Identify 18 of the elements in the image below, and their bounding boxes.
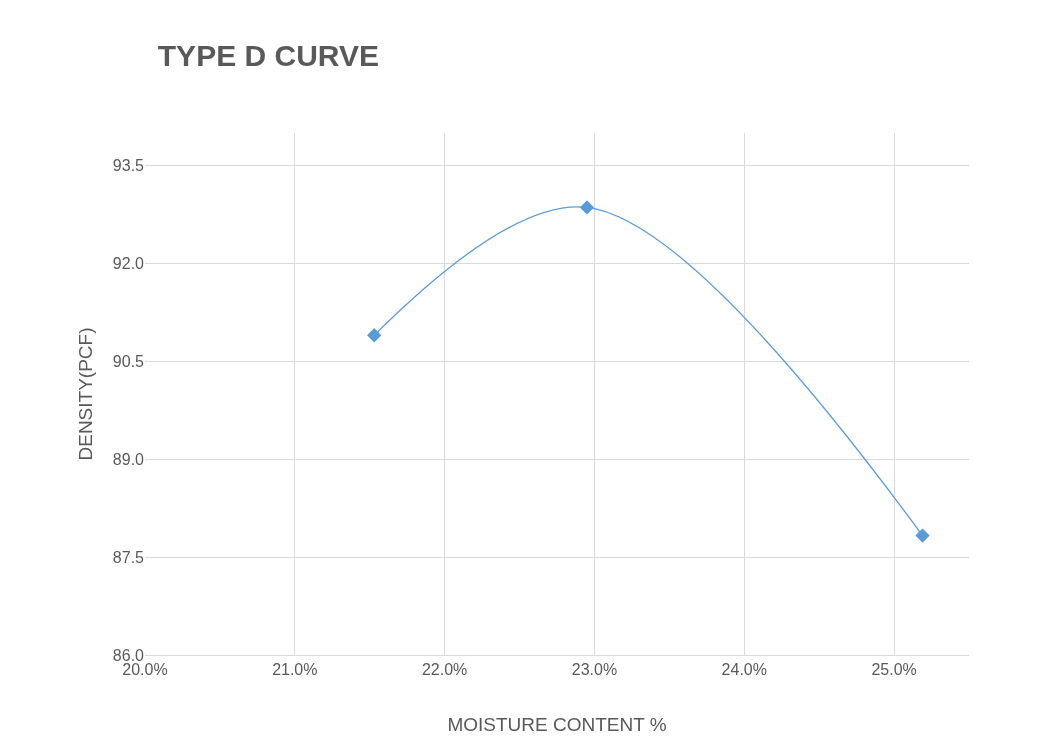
x-tick-label: 22.0% (421, 661, 468, 679)
y-tick-label: 87.5 (112, 548, 145, 566)
chart-title: TYPE D CURVE (157, 39, 379, 73)
y-tick-label: 90.5 (112, 352, 145, 370)
x-tick-label: 25.0% (871, 661, 917, 679)
y-tick-label: 89.0 (112, 450, 145, 468)
x-tick-label: 21.0% (272, 661, 318, 679)
x-tick-label: 23.0% (571, 661, 618, 679)
y-tick-label: 93.5 (112, 157, 145, 175)
point (915, 528, 930, 543)
y-tick-label: 92.0 (112, 255, 145, 273)
y-axis-title: DENSITY(PCF) (74, 327, 96, 461)
point (579, 200, 595, 215)
y-tick-label: 86.0 (112, 646, 145, 664)
point (367, 328, 382, 343)
x-tick-label: 20.0% (122, 661, 168, 679)
x-tick-label: 24.0% (721, 661, 767, 679)
x-axis-title: MOISTURE CONTENT % (447, 714, 667, 735)
